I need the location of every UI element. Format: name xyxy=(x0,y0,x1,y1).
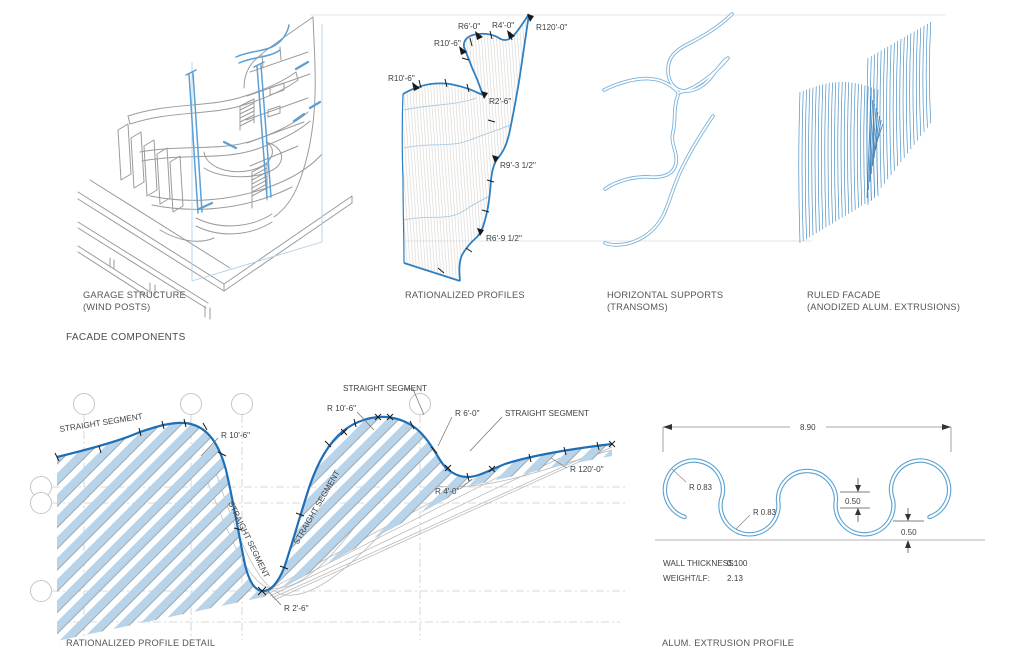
label-straight-1: STRAIGHT SEGMENT xyxy=(59,412,143,434)
label-r9-3: R9'-3 1/2" xyxy=(500,161,536,170)
horizontal-supports-diagram xyxy=(602,12,734,247)
profile-detail-diagram: STRAIGHT SEGMENT STRAIGHT SEGMENT STRAIG… xyxy=(30,384,625,641)
label-r4-0: R4'-0" xyxy=(492,21,514,30)
label-straight-4: STRAIGHT SEGMENT xyxy=(343,384,427,393)
label-r083-2: R 0.83 xyxy=(753,508,776,517)
label-r083-1: R 0.83 xyxy=(689,483,712,492)
caption-garage-2: (WIND POSTS) xyxy=(83,302,150,312)
label-det-r120-0: R 120'-0" xyxy=(570,465,604,474)
caption-garage-1: GARAGE STRUCTURE xyxy=(83,290,186,300)
caption-ruled-2: (ANODIZED ALUM. EXTRUSIONS) xyxy=(807,302,960,312)
spec-table: WALL THICKNESS: 0.100 WEIGHT/LF: 2.13 xyxy=(663,559,748,583)
label-r2-6: R2'-6" xyxy=(489,97,511,106)
label-r6-0: R6'-0" xyxy=(458,22,480,31)
end-dimension: 0.50 xyxy=(893,508,924,553)
label-r10-6-top: R10'-6" xyxy=(434,39,461,48)
wall-thickness-value: 0.100 xyxy=(727,559,748,568)
detail-leaders xyxy=(200,388,568,606)
label-det-r4-0: R 4'-0" xyxy=(435,487,460,496)
width-dimension xyxy=(662,426,952,452)
rationalized-profiles-diagram: R10'-6" R10'-6" R6'-0" R4'-0" R120'-0" R… xyxy=(388,13,567,282)
tangent-x-marks xyxy=(257,413,616,596)
garage-structure-diagram xyxy=(77,16,353,320)
radius-arrowheads xyxy=(412,14,534,236)
ruled-facade-diagram xyxy=(798,21,932,244)
wall-thickness-label: WALL THICKNESS: xyxy=(663,559,736,568)
caption-supports-1: HORIZONTAL SUPPORTS xyxy=(607,290,723,300)
section-title: FACADE COMPONENTS xyxy=(66,332,186,343)
weight-value: 2.13 xyxy=(727,574,743,583)
section-plane xyxy=(191,24,323,282)
dim-890: 8.90 xyxy=(800,423,816,432)
radius-labels: R10'-6" R10'-6" R6'-0" R4'-0" R120'-0" R… xyxy=(388,21,567,243)
grid-bubbles xyxy=(30,393,431,602)
label-straight-5: STRAIGHT SEGMENT xyxy=(505,409,589,418)
neck-dimension: 0.50 xyxy=(840,478,870,522)
panel-captions: GARAGE STRUCTURE (WIND POSTS) RATIONALIZ… xyxy=(83,290,960,312)
caption-supports-2: (TRANSOMS) xyxy=(607,302,668,312)
dim-050-neck: 0.50 xyxy=(845,497,861,506)
radius-callouts xyxy=(671,468,751,530)
wind-posts xyxy=(185,24,322,214)
label-r120-0: R120'-0" xyxy=(536,23,567,32)
label-det-r10-6-a: R 10'-6" xyxy=(221,431,250,440)
caption-ruled-1: RULED FACADE xyxy=(807,290,881,300)
label-det-r2-6: R 2'-6" xyxy=(284,604,309,613)
detail-profile-curve xyxy=(56,415,613,593)
label-det-r6-0: R 6'-0" xyxy=(455,409,480,418)
label-r10-6-left: R10'-6" xyxy=(388,74,415,83)
caption-profiles: RATIONALIZED PROFILES xyxy=(405,290,525,300)
label-det-r10-6-b: R 10'-6" xyxy=(327,404,356,413)
weight-label: WEIGHT/LF: xyxy=(663,574,710,583)
label-r6-9: R6'-9 1/2" xyxy=(486,234,522,243)
caption-extrusion: ALUM. EXTRUSION PROFILE xyxy=(662,638,794,648)
extrusion-profile-diagram: 8.90 R 0.83 R 0.83 0.50 xyxy=(655,423,985,583)
dim-050-end: 0.50 xyxy=(901,528,917,537)
width-dim-arrows xyxy=(663,424,951,430)
segment-ticks xyxy=(54,418,600,570)
extrusion-curve xyxy=(662,458,952,537)
caption-profile-detail: RATIONALIZED PROFILE DETAIL xyxy=(66,638,215,648)
